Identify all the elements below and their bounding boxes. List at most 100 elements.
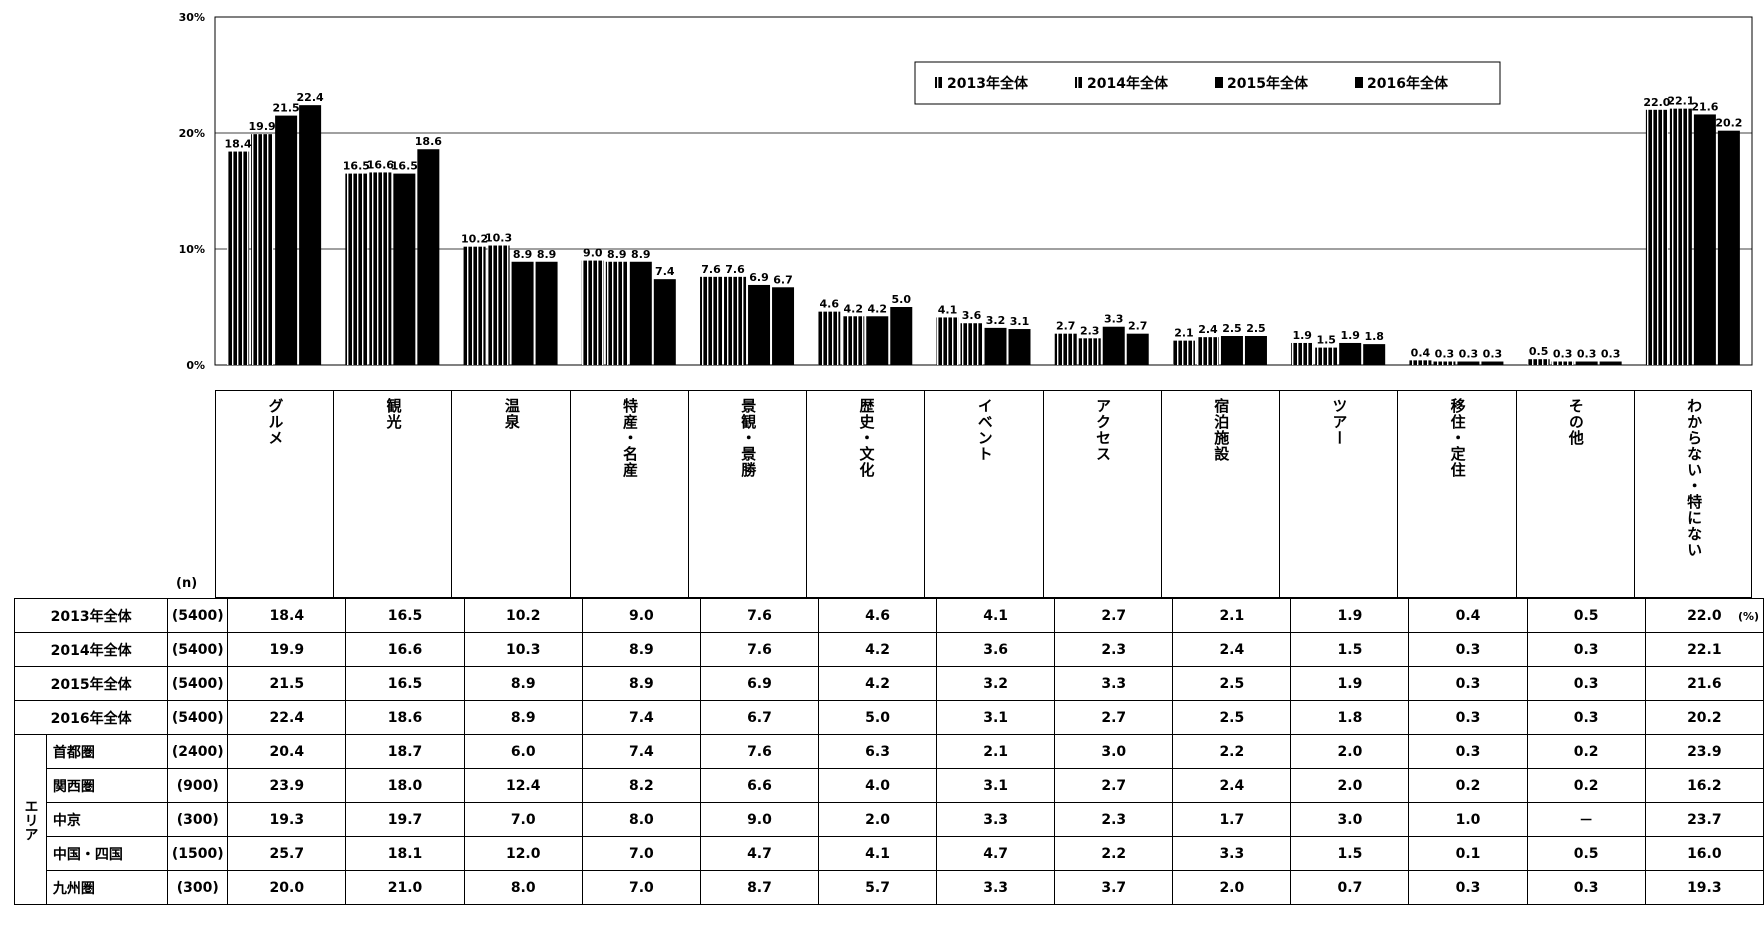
table-cell: 3.1 <box>936 768 1056 803</box>
row-label: 2014年全体 <box>13 632 169 667</box>
table-cell: 6.7 <box>699 700 820 735</box>
legend-label: 2013年全体 <box>947 75 1029 92</box>
data-label: 7.6 <box>725 263 745 276</box>
table-cell: 18.1 <box>345 836 465 871</box>
table-cell: 4.7 <box>699 836 820 871</box>
data-label: 20.2 <box>1715 117 1742 130</box>
data-table: 2013年全体 (5400) 18.4 16.5 10.2 9.0 7.6 4.6 4.1 2.7… <box>13 598 1764 905</box>
table-cell: 6.9 <box>699 666 820 701</box>
table-cell: 21.0 <box>345 870 465 905</box>
data-label: 8.9 <box>537 248 557 261</box>
table-cell: 20.0 <box>227 870 347 905</box>
table-cell: 20.4 <box>227 734 347 769</box>
category-label: イベント <box>975 398 994 462</box>
bar <box>1693 114 1716 365</box>
data-label: 16.5 <box>391 160 418 173</box>
table-cell: 18.7 <box>345 734 465 769</box>
data-label: 18.6 <box>415 135 442 148</box>
data-label: 6.9 <box>749 271 769 284</box>
category-label: 温泉 <box>502 398 521 430</box>
legend-label: 2015年全体 <box>1227 75 1309 92</box>
bar <box>724 276 747 365</box>
category-header: イベント <box>924 390 1043 598</box>
category-header: 景観・景勝 <box>687 390 807 598</box>
data-label: 4.6 <box>820 298 840 311</box>
table-cell: 0.3 <box>1526 666 1646 701</box>
category-label: 特産・名産 <box>621 398 640 478</box>
table-cell: 22.1 <box>1644 632 1764 667</box>
table-cell: 2.7 <box>1054 598 1174 633</box>
category-label: アクセス <box>1093 398 1112 462</box>
table-cell: 8.2 <box>581 768 701 803</box>
table-cell: 0.2 <box>1408 768 1528 803</box>
data-label: 1.8 <box>1364 330 1384 343</box>
bar <box>605 261 628 365</box>
table-cell: 19.3 <box>1644 870 1764 905</box>
bar <box>345 173 368 365</box>
category-header: その他 <box>1515 390 1635 598</box>
table-cell: 1.5 <box>1290 836 1410 871</box>
bar <box>772 287 795 365</box>
data-label: 5.0 <box>892 293 912 306</box>
table-cell: 25.7 <box>227 836 347 871</box>
row-label: 2015年全体 <box>13 666 169 701</box>
category-label: その他 <box>1566 398 1585 446</box>
table-cell: 0.2 <box>1526 768 1646 803</box>
sample-size: (300) <box>167 802 229 837</box>
table-row: エリア 首都圏 (2400) 20.4 18.7 6.0 7.4 7.6 6.3 2.1 3.0 2.… <box>14 734 1764 905</box>
sample-size: (5400) <box>167 632 229 667</box>
table-cell: 8.0 <box>581 802 701 837</box>
table-cell: 3.1 <box>936 700 1056 735</box>
table-cell: 18.6 <box>345 700 465 735</box>
data-label: 9.0 <box>583 247 603 260</box>
table-cell: 16.2 <box>1644 768 1764 803</box>
legend-swatch <box>1075 77 1083 88</box>
table-cell: 16.5 <box>345 666 465 701</box>
data-label: 7.4 <box>655 265 675 278</box>
bar <box>700 276 723 365</box>
bar <box>511 261 534 365</box>
table-cell: 8.7 <box>699 870 820 905</box>
data-label: 2.3 <box>1080 324 1100 337</box>
bar <box>960 323 983 365</box>
table-cell: 2.4 <box>1172 768 1292 803</box>
table-cell: 0.3 <box>1526 700 1646 735</box>
data-label: 4.1 <box>938 303 958 316</box>
bar <box>417 149 440 365</box>
legend-label: 2014年全体 <box>1087 75 1169 92</box>
bar <box>1339 342 1362 365</box>
table-row: 2013年全体 (5400) 18.4 16.5 10.2 9.0 7.6 4.6 4.1 2.7… <box>13 598 1764 633</box>
bar <box>629 261 652 365</box>
area-label: エリア <box>14 734 47 905</box>
sample-size: (1500) <box>167 836 229 871</box>
data-label: 10.3 <box>485 232 512 245</box>
table-cell: 12.0 <box>463 836 583 871</box>
bar <box>1196 337 1219 365</box>
table-cell: 2.3 <box>1054 632 1174 667</box>
y-axis-ticks: 30% 20% 10% 0% <box>179 11 205 372</box>
data-label: 2.7 <box>1128 320 1148 333</box>
legend-swatch <box>935 77 943 88</box>
bar <box>1363 344 1386 365</box>
table-cell: 8.9 <box>463 700 583 735</box>
table-row: 九州圏 (300) 20.0 21.0 8.0 7.0 8.7 5.7 3.3 3.7 2.0 0.7… <box>15 870 1764 905</box>
data-label: 21.5 <box>273 102 300 115</box>
table-cell: 7.6 <box>699 734 820 769</box>
legend-swatch <box>1355 77 1363 88</box>
table-cell: 6.6 <box>699 768 820 803</box>
table-cell: 2.5 <box>1172 700 1292 735</box>
data-label: 0.3 <box>1483 348 1503 361</box>
category-header: わからない・特にない <box>1633 390 1753 598</box>
bar <box>1315 347 1338 365</box>
data-label: 6.7 <box>773 273 793 286</box>
table-cell: 2.5 <box>1172 666 1292 701</box>
bar <box>369 172 392 365</box>
bar <box>1054 333 1077 365</box>
table-cell: 1.9 <box>1290 598 1410 633</box>
data-label: 0.3 <box>1435 348 1455 361</box>
data-label: 4.2 <box>844 302 864 315</box>
table-cell: 19.9 <box>227 632 347 667</box>
bar <box>653 279 676 365</box>
bar <box>936 317 959 365</box>
table-cell: 5.0 <box>818 700 938 735</box>
